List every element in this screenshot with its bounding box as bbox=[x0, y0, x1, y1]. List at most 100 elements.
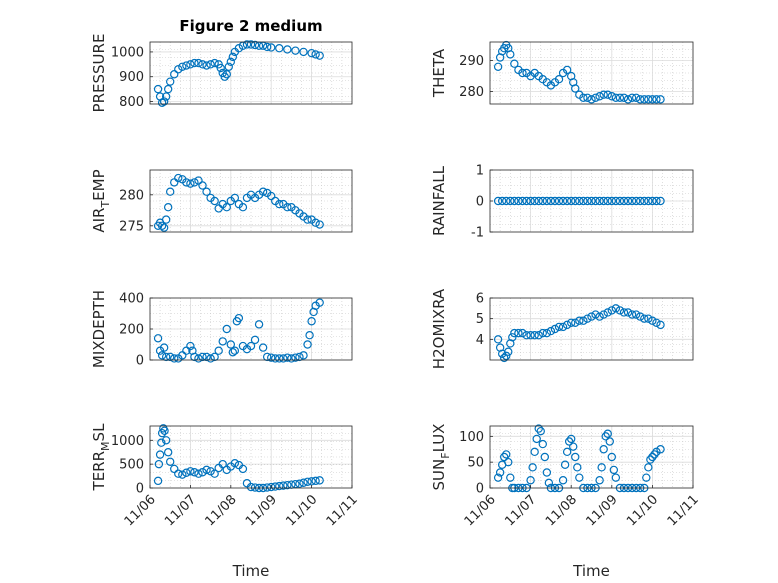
data-point bbox=[538, 439, 547, 449]
y-axis-label: H2OMIXRA bbox=[430, 288, 448, 369]
data-point bbox=[267, 353, 276, 362]
data-point bbox=[603, 196, 612, 206]
data-point bbox=[648, 196, 657, 206]
data-point bbox=[562, 65, 572, 75]
axes-box bbox=[149, 425, 353, 489]
data-point bbox=[522, 331, 531, 340]
data-point bbox=[631, 196, 641, 206]
data-point bbox=[636, 312, 645, 321]
data-point bbox=[311, 476, 320, 486]
data-point bbox=[646, 455, 655, 464]
data-point bbox=[153, 334, 163, 343]
data-point bbox=[206, 354, 215, 363]
data-point bbox=[554, 322, 564, 332]
axes-box bbox=[149, 169, 353, 233]
data-point bbox=[587, 196, 596, 206]
data-point bbox=[530, 331, 539, 340]
data-point bbox=[575, 473, 584, 482]
data-point bbox=[194, 58, 203, 68]
data-point bbox=[307, 317, 316, 326]
data-point bbox=[165, 352, 175, 362]
data-point bbox=[540, 452, 550, 462]
data-point bbox=[206, 467, 215, 476]
data-point bbox=[619, 196, 629, 206]
data-point bbox=[157, 221, 167, 230]
data-point bbox=[510, 59, 519, 68]
data-point bbox=[153, 84, 163, 94]
data-point bbox=[210, 58, 219, 68]
data-point bbox=[275, 354, 284, 363]
data-point bbox=[246, 482, 256, 492]
data-point bbox=[275, 199, 284, 209]
data-point bbox=[262, 42, 272, 52]
data-point bbox=[315, 51, 324, 60]
data-point bbox=[648, 452, 657, 462]
data-point bbox=[198, 468, 207, 477]
data-series bbox=[153, 298, 324, 363]
subplot-2: 280 290 THETA bbox=[430, 40, 694, 105]
y-tick-label: 280 bbox=[459, 85, 484, 100]
data-point bbox=[291, 46, 300, 55]
data-point bbox=[607, 452, 617, 462]
data-point bbox=[305, 331, 314, 340]
data-point bbox=[534, 424, 543, 433]
data-point bbox=[644, 463, 653, 472]
data-point bbox=[157, 351, 167, 360]
data-point bbox=[546, 196, 556, 206]
data-point bbox=[526, 331, 535, 340]
axes-box bbox=[489, 297, 694, 361]
y-tick-label: 400 bbox=[119, 292, 144, 307]
data-point bbox=[554, 196, 564, 206]
data-point bbox=[161, 92, 171, 101]
data-point bbox=[504, 457, 513, 467]
data-point bbox=[652, 318, 661, 327]
data-point bbox=[295, 352, 304, 362]
axes-box bbox=[489, 425, 694, 489]
y-axis-label: MIXDEPTH bbox=[90, 290, 108, 368]
data-point bbox=[291, 353, 300, 362]
data-point bbox=[514, 196, 523, 206]
data-series bbox=[493, 424, 665, 493]
data-point bbox=[497, 196, 507, 206]
data-point bbox=[569, 442, 578, 451]
data-point bbox=[627, 310, 637, 319]
data-point bbox=[631, 93, 641, 103]
data-point bbox=[518, 68, 527, 78]
data-point bbox=[652, 95, 661, 104]
data-point bbox=[299, 478, 308, 487]
data-point bbox=[230, 459, 240, 468]
y-tick-label: 800 bbox=[119, 95, 144, 110]
data-point bbox=[611, 304, 621, 313]
data-point bbox=[571, 318, 580, 327]
data-point bbox=[562, 196, 572, 206]
y-tick-label: 50 bbox=[467, 456, 484, 471]
data-point bbox=[595, 92, 604, 101]
data-point bbox=[493, 62, 503, 72]
data-point bbox=[250, 40, 260, 50]
data-point bbox=[493, 473, 503, 482]
y-tick-label: 290 bbox=[459, 54, 484, 69]
data-point bbox=[542, 196, 552, 206]
data-point bbox=[159, 97, 169, 106]
y-tick-label: 0 bbox=[136, 354, 144, 369]
data-point bbox=[652, 196, 661, 206]
data-point bbox=[210, 352, 219, 362]
data-point bbox=[186, 179, 195, 188]
subplot-5: 0 200 400 MIXDEPTH bbox=[90, 290, 353, 369]
data-point bbox=[303, 340, 312, 349]
data-point bbox=[163, 202, 173, 212]
y-tick-label: 200 bbox=[119, 323, 144, 338]
y-tick-label: 0 bbox=[476, 482, 484, 497]
data-point bbox=[194, 176, 203, 185]
y-tick-label: 1000 bbox=[111, 434, 144, 449]
data-point bbox=[636, 95, 645, 104]
data-point bbox=[303, 215, 312, 224]
minor-grid bbox=[490, 426, 693, 488]
data-point bbox=[258, 187, 268, 196]
data-point bbox=[627, 93, 637, 103]
data-point bbox=[161, 352, 171, 362]
data-point bbox=[250, 483, 260, 492]
y-tick-label: 275 bbox=[119, 219, 144, 234]
data-point bbox=[258, 343, 268, 352]
